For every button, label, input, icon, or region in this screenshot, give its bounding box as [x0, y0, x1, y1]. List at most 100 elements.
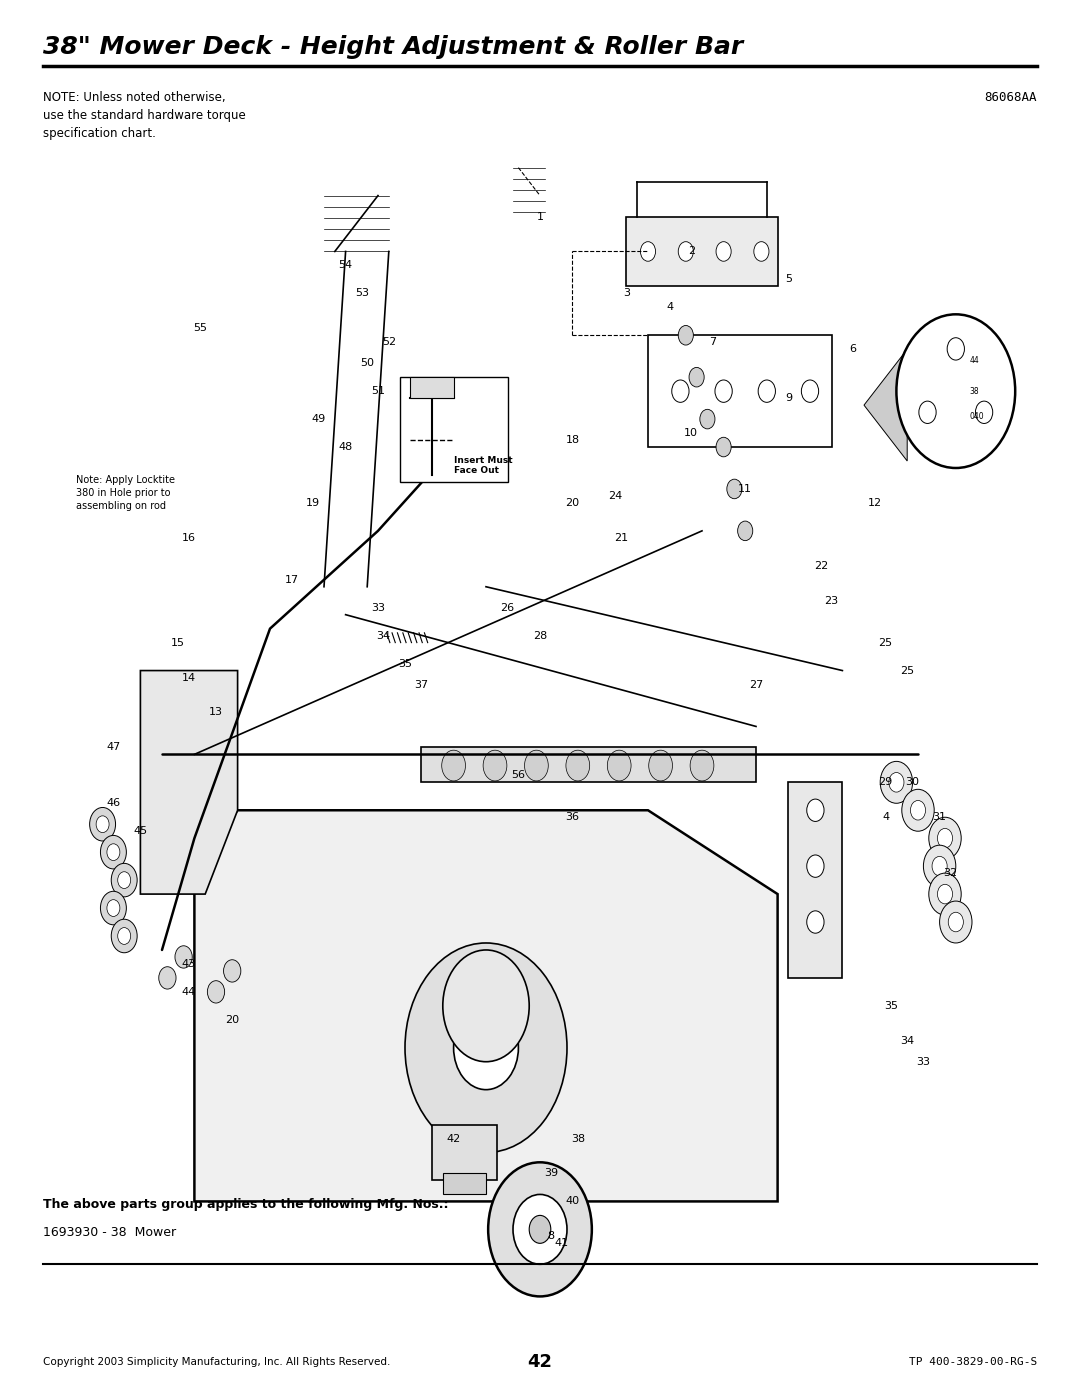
Text: 2: 2	[688, 246, 694, 257]
Text: 46: 46	[106, 798, 121, 809]
Text: 38: 38	[570, 1133, 585, 1144]
Text: 21: 21	[613, 532, 629, 543]
Text: 4: 4	[666, 302, 673, 313]
Circle shape	[902, 789, 934, 831]
Text: 14: 14	[181, 672, 197, 683]
Text: 37: 37	[414, 679, 429, 690]
Text: 25: 25	[900, 665, 915, 676]
Text: 50: 50	[361, 358, 374, 369]
Text: 38" Mower Deck - Height Adjustment & Roller Bar: 38" Mower Deck - Height Adjustment & Rol…	[43, 35, 743, 59]
Circle shape	[948, 912, 963, 932]
Polygon shape	[140, 671, 238, 894]
Text: 49: 49	[311, 414, 326, 425]
Circle shape	[111, 919, 137, 953]
Circle shape	[678, 326, 693, 345]
Text: 52: 52	[381, 337, 396, 348]
Circle shape	[224, 960, 241, 982]
Circle shape	[716, 437, 731, 457]
Bar	[421, 747, 756, 782]
Text: 38: 38	[970, 387, 980, 395]
Text: 34: 34	[376, 630, 391, 641]
Text: 45: 45	[133, 826, 148, 837]
Circle shape	[100, 835, 126, 869]
Text: 34: 34	[900, 1035, 915, 1046]
Circle shape	[159, 967, 176, 989]
Polygon shape	[864, 349, 907, 461]
Circle shape	[923, 845, 956, 887]
Text: 41: 41	[554, 1238, 569, 1249]
Circle shape	[118, 872, 131, 888]
Text: 40: 40	[565, 1196, 580, 1207]
Text: 15: 15	[172, 637, 185, 648]
Circle shape	[678, 242, 693, 261]
Text: 4: 4	[882, 812, 889, 823]
Text: 35: 35	[399, 658, 411, 669]
Polygon shape	[194, 810, 778, 1201]
Text: 1693930 - 38  Mower: 1693930 - 38 Mower	[43, 1227, 176, 1239]
Circle shape	[107, 844, 120, 861]
Circle shape	[649, 750, 673, 781]
Text: 48: 48	[338, 441, 353, 453]
Text: 44: 44	[970, 356, 980, 365]
Text: NOTE: Unless noted otherwise,
use the standard hardware torque
specification cha: NOTE: Unless noted otherwise, use the st…	[43, 91, 246, 140]
Circle shape	[929, 873, 961, 915]
Circle shape	[90, 807, 116, 841]
Text: 42: 42	[446, 1133, 461, 1144]
Text: 5: 5	[785, 274, 792, 285]
Text: TP 400-3829-00-RG-S: TP 400-3829-00-RG-S	[908, 1356, 1037, 1368]
Polygon shape	[626, 217, 778, 286]
Text: 31: 31	[933, 812, 946, 823]
Text: 51: 51	[372, 386, 384, 397]
Circle shape	[937, 884, 953, 904]
Circle shape	[807, 799, 824, 821]
Text: 27: 27	[748, 679, 764, 690]
Text: 35: 35	[885, 1000, 897, 1011]
Text: 23: 23	[824, 595, 839, 606]
Circle shape	[529, 1215, 551, 1243]
Text: 28: 28	[532, 630, 548, 641]
Text: 20: 20	[225, 1014, 240, 1025]
Circle shape	[454, 1006, 518, 1090]
Text: 13: 13	[210, 707, 222, 718]
Circle shape	[405, 943, 567, 1153]
Text: 3: 3	[623, 288, 630, 299]
Circle shape	[690, 750, 714, 781]
Bar	[443, 1173, 486, 1194]
Circle shape	[700, 409, 715, 429]
Text: 33: 33	[372, 602, 384, 613]
Text: Copyright 2003 Simplicity Manufacturing, Inc. All Rights Reserved.: Copyright 2003 Simplicity Manufacturing,…	[43, 1356, 391, 1368]
Text: 7: 7	[710, 337, 716, 348]
Text: 56: 56	[512, 770, 525, 781]
Circle shape	[607, 750, 631, 781]
Circle shape	[443, 950, 529, 1062]
Circle shape	[896, 314, 1015, 468]
Text: 53: 53	[355, 288, 368, 299]
Circle shape	[111, 863, 137, 897]
Circle shape	[96, 816, 109, 833]
Circle shape	[716, 242, 731, 261]
Circle shape	[483, 750, 507, 781]
Text: 44: 44	[181, 986, 197, 997]
Text: 18: 18	[565, 434, 580, 446]
Circle shape	[738, 521, 753, 541]
Text: 9: 9	[785, 393, 792, 404]
Text: 29: 29	[878, 777, 893, 788]
Circle shape	[910, 800, 926, 820]
Text: 10: 10	[685, 427, 698, 439]
Circle shape	[807, 911, 824, 933]
Text: The above parts group applies to the following Mfg. Nos.:: The above parts group applies to the fol…	[43, 1199, 448, 1211]
Text: 6: 6	[850, 344, 856, 355]
Text: 24: 24	[608, 490, 623, 502]
Polygon shape	[788, 782, 842, 978]
Text: 54: 54	[338, 260, 353, 271]
Circle shape	[880, 761, 913, 803]
FancyBboxPatch shape	[400, 377, 508, 482]
Text: 43: 43	[181, 958, 197, 970]
Circle shape	[727, 479, 742, 499]
Text: 16: 16	[183, 532, 195, 543]
Text: 19: 19	[306, 497, 321, 509]
Circle shape	[932, 856, 947, 876]
Circle shape	[442, 750, 465, 781]
Text: 26: 26	[500, 602, 515, 613]
Text: 36: 36	[566, 812, 579, 823]
